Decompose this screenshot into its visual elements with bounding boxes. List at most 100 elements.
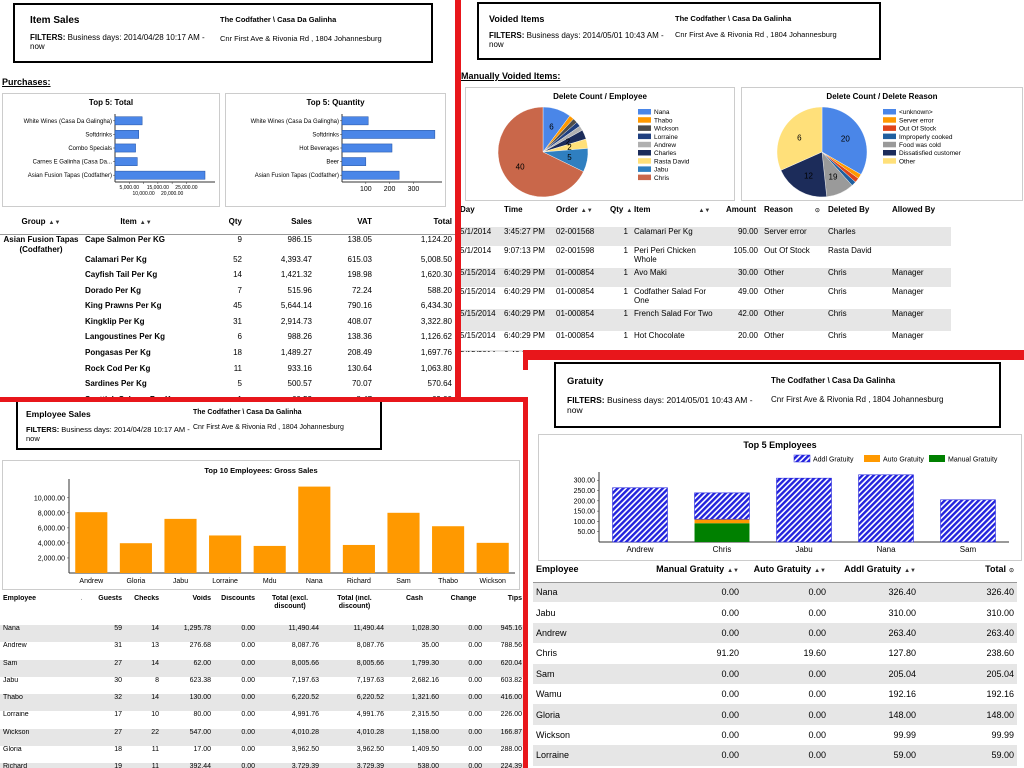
- bar[interactable]: [476, 542, 509, 573]
- table-row[interactable]: Cayfish Tail Per Kg 14 1,421.32 198.98 1,620…: [0, 270, 455, 286]
- table-row[interactable]: 5/15/2014 6:40:29 PM 01-000854 1 Codfather S…: [457, 287, 951, 309]
- sort-icon[interactable]: ⊙: [1008, 568, 1014, 574]
- bar[interactable]: [114, 157, 138, 166]
- table-row[interactable]: 5/15/2014 6:40:29 PM 01-000854 1 Hot Chocola…: [457, 331, 951, 350]
- table-row[interactable]: Nana 59 14 1,295.78 0.00 11,490.44 11,490.44 1,…: [0, 625, 525, 643]
- bar[interactable]: [253, 545, 286, 573]
- sort-icon[interactable]: ▲▼: [626, 208, 631, 214]
- bar[interactable]: [114, 170, 206, 180]
- column-header-checks[interactable]: Checks: [134, 595, 159, 602]
- bar-segment[interactable]: [694, 519, 750, 524]
- column-header-guests[interactable]: Guests: [98, 595, 122, 602]
- table-row[interactable]: Nana 0.00 0.00 326.40 326.40: [533, 582, 1017, 603]
- bar-segment[interactable]: [858, 474, 914, 543]
- bar[interactable]: [75, 512, 108, 573]
- bar-segment[interactable]: [694, 492, 750, 520]
- bar[interactable]: [341, 130, 436, 139]
- table-row[interactable]: King Prawns Per Kg 45 5,644.14 790.16 6,434.…: [0, 301, 455, 317]
- column-header-qty[interactable]: Qty▲▼: [607, 205, 631, 227]
- sort-icon[interactable]: ▲▼: [727, 568, 739, 574]
- pie-slice[interactable]: [776, 106, 823, 171]
- sort-icon[interactable]: ▲▼: [698, 208, 711, 214]
- bar[interactable]: [209, 535, 242, 573]
- column-header-employee[interactable]: Employee: [536, 564, 579, 574]
- table-row[interactable]: Andrew 31 13 276.68 0.00 8,087.76 8,087.76 35.0…: [0, 642, 525, 659]
- table-row[interactable]: Lorraine 17 10 80.00 0.00 4,991.76 4,991.76 2,3…: [0, 711, 525, 728]
- column-header-addl-gratuity[interactable]: Addl Gratuity ▲▼: [844, 564, 916, 574]
- column-header-cash[interactable]: Cash: [405, 595, 424, 602]
- table-row[interactable]: Sardines Per Kg 5 500.57 70.07 570.64: [0, 379, 455, 395]
- column-header-discounts[interactable]: Discounts: [221, 595, 255, 602]
- table-row[interactable]: Lorraine 0.00 0.00 59.00 59.00: [533, 745, 1017, 766]
- column-header-qty[interactable]: Qty: [228, 217, 242, 226]
- bar[interactable]: [119, 543, 152, 573]
- bar[interactable]: [341, 116, 369, 126]
- bar[interactable]: [432, 526, 465, 573]
- table-row[interactable]: Sam 27 14 62.00 0.00 8,005.66 8,005.66 1,799.30…: [0, 659, 525, 677]
- table-row[interactable]: Kingklip Per Kg 31 2,914.73 408.07 3,322.80: [0, 317, 455, 333]
- sort-icon[interactable]: ▲▼: [580, 208, 593, 214]
- table-row[interactable]: Asian Fusion Tapas (Codfather) Cape Salmo…: [0, 234, 455, 255]
- sort-icon[interactable]: ▲▼: [904, 568, 916, 574]
- table-row[interactable]: Wamu 0.00 0.00 192.16 192.16: [533, 684, 1017, 704]
- bar-segment[interactable]: [776, 477, 832, 543]
- table-row[interactable]: Gloria 18 11 17.00 0.00 3,962.50 3,962.50 1,409…: [0, 746, 525, 763]
- table-row[interactable]: Chris 91.20 19.60 127.80 238.60: [533, 643, 1017, 663]
- table-row[interactable]: Rock Cod Per Kg 11 933.16 130.64 1,063.80: [0, 364, 455, 380]
- table-row[interactable]: Calamari Per Kg 52 4,393.47 615.03 5,008.50: [0, 255, 455, 271]
- table-row[interactable]: 5/15/2014 6:40:29 PM 01-000854 1 French Sala…: [457, 309, 951, 331]
- bar[interactable]: [114, 143, 136, 153]
- column-header-employee[interactable]: Employee▲▼: [0, 595, 82, 625]
- column-header-voids[interactable]: Voids: [192, 595, 211, 602]
- column-header-vat[interactable]: VAT: [357, 217, 372, 226]
- table-row[interactable]: Wickson 0.00 0.00 99.99 99.99: [533, 725, 1017, 745]
- column-header-total-excl[interactable]: Total (excl. discount): [271, 595, 309, 610]
- column-header-auto-gratuity[interactable]: Auto Gratuity ▲▼: [753, 564, 826, 574]
- table-row[interactable]: Langoustines Per Kg 6 988.26 138.36 1,126.62: [0, 332, 455, 348]
- column-header-manual-gratuity[interactable]: Manual Gratuity ▲▼: [656, 564, 739, 574]
- sort-icon[interactable]: ▲▼: [814, 568, 826, 574]
- table-row[interactable]: Dorado Per Kg 7 515.96 72.24 588.20: [0, 286, 455, 302]
- column-header-change[interactable]: Change: [450, 595, 477, 602]
- table-row[interactable]: 5/1/2014 9:07:13 PM 02-001598 1 Peri Peri Ch…: [457, 246, 951, 268]
- pie-slice[interactable]: [497, 106, 584, 198]
- column-header-item[interactable]: Item ▲▼: [120, 217, 152, 226]
- table-row[interactable]: Richard 19 11 392.44 0.00 3,729.39 3,729.39 538…: [0, 763, 525, 768]
- bar[interactable]: [341, 157, 367, 166]
- sort-icon[interactable]: ⊙: [814, 208, 820, 214]
- column-header-total-incl[interactable]: Total (incl. discount): [337, 595, 372, 610]
- column-header-tips[interactable]: Tips: [507, 595, 522, 602]
- bar[interactable]: [114, 116, 143, 126]
- bar[interactable]: [341, 143, 393, 153]
- bar[interactable]: [298, 486, 331, 573]
- table-row[interactable]: Gloria 0.00 0.00 148.00 148.00: [533, 704, 1017, 725]
- bar[interactable]: [341, 170, 400, 180]
- table-row[interactable]: Jabu 30 8 623.38 0.00 7,197.63 7,197.63 2,682.1…: [0, 677, 525, 694]
- column-header-total[interactable]: Total ⊙: [985, 564, 1014, 574]
- pie-slice[interactable]: [821, 106, 868, 175]
- table-row[interactable]: 5/1/2014 3:45:27 PM 02-001568 1 Calamari Per…: [457, 227, 951, 246]
- column-header-item[interactable]: Item ▲▼: [634, 205, 711, 214]
- table-row[interactable]: Andrew 0.00 0.00 263.40 263.40: [533, 622, 1017, 644]
- column-header-sales[interactable]: Sales: [291, 217, 312, 226]
- table-row[interactable]: 5/15/2014 6:40:29 PM 01-000854 1 Avo Maki 30.…: [457, 268, 951, 287]
- column-header-total[interactable]: Total: [433, 217, 452, 226]
- table-row[interactable]: Sam 0.00 0.00 205.04 205.04: [533, 663, 1017, 684]
- table-row[interactable]: Jabu 0.00 0.00 310.00 310.00: [533, 602, 1017, 622]
- bar-segment[interactable]: [694, 523, 750, 542]
- bar[interactable]: [342, 544, 375, 573]
- table-row[interactable]: Wickson 27 22 547.00 0.00 4,010.28 4,010.28 1,1…: [0, 728, 525, 747]
- table-row[interactable]: Pongasas Per Kg 18 1,489.27 208.49 1,697.76: [0, 348, 455, 364]
- bar[interactable]: [114, 130, 139, 139]
- column-header-day[interactable]: Day: [460, 205, 475, 214]
- bar[interactable]: [164, 518, 197, 573]
- sort-icon[interactable]: ▲▼: [139, 220, 152, 226]
- column-header-order[interactable]: Order ▲▼: [556, 205, 593, 214]
- sort-icon[interactable]: ▲▼: [80, 596, 82, 602]
- column-header-deleted-by[interactable]: Deleted By: [828, 205, 870, 214]
- sort-icon[interactable]: ▲▼: [48, 220, 61, 226]
- column-header-reason[interactable]: Reason ⊙: [764, 205, 820, 214]
- table-row[interactable]: Thabo 32 14 130.00 0.00 6,220.52 6,220.52 1,321…: [0, 694, 525, 712]
- bar[interactable]: [387, 512, 420, 573]
- column-header-group[interactable]: Group ▲▼: [21, 217, 61, 226]
